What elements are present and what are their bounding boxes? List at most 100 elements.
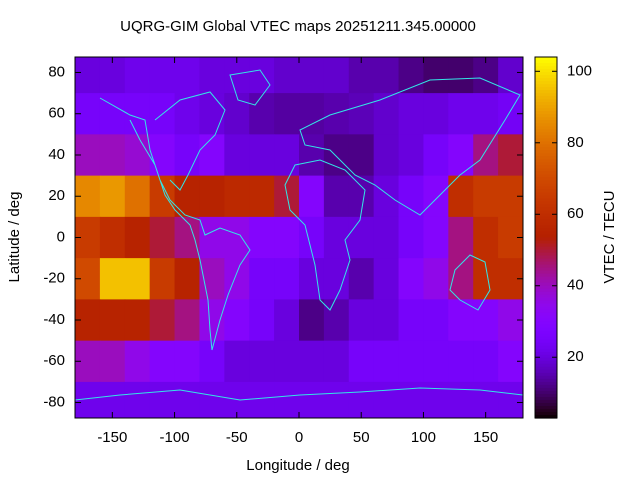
heatmap-cell <box>323 134 350 177</box>
heatmap-cell <box>99 299 126 342</box>
heatmap-cell <box>398 93 424 135</box>
colorbar-swatch <box>535 411 557 416</box>
heatmap-cell <box>348 340 375 383</box>
colorbar-swatch <box>535 165 557 169</box>
heatmap-cell <box>224 134 250 177</box>
heatmap-cell <box>199 299 225 342</box>
coastline <box>75 387 523 401</box>
colorbar-swatch <box>535 63 557 67</box>
colorbar-swatch <box>535 294 557 299</box>
colorbar-swatch <box>535 282 557 287</box>
colorbar-swatch <box>535 90 557 94</box>
colorbar-swatch <box>535 189 557 193</box>
heatmap-cell <box>249 258 275 300</box>
colorbar-swatch <box>535 354 557 359</box>
heatmap-cell <box>149 134 176 177</box>
heatmap-cell <box>149 299 176 342</box>
heatmap-cell <box>124 134 151 177</box>
colorbar-swatch <box>535 66 557 70</box>
heatmap-cell <box>224 340 250 383</box>
colorbar-swatch <box>535 345 557 350</box>
heatmap-cell <box>99 258 126 300</box>
colorbar-swatch <box>535 210 557 215</box>
colorbar-swatch <box>535 315 557 320</box>
heatmap-cell <box>124 258 151 300</box>
heatmap-cell <box>199 258 225 300</box>
heatmap-cell <box>373 381 400 418</box>
colorbar-swatch <box>535 228 557 233</box>
y-tick-label: -80 <box>43 393 65 410</box>
heatmap-cell <box>124 299 151 342</box>
heatmap-cell <box>124 216 151 259</box>
colorbar-swatch <box>535 369 557 374</box>
heatmap-cell <box>199 175 225 218</box>
colorbar-swatch <box>535 243 557 248</box>
heatmap-cell <box>99 57 126 94</box>
heatmap-cell <box>299 381 325 418</box>
chart-title: UQRG-GIM Global VTEC maps 20251211.345.0… <box>120 18 476 35</box>
heatmap-cell <box>448 340 474 383</box>
colorbar-swatch <box>535 306 557 311</box>
heatmap-cell <box>423 258 449 300</box>
x-tick-label: -50 <box>226 429 248 446</box>
colorbar-swatch <box>535 303 557 308</box>
heatmap-cell <box>323 299 350 342</box>
heatmap-cell <box>348 381 375 418</box>
heatmap-cell <box>124 340 151 383</box>
heatmap-cell <box>274 57 300 94</box>
colorbar-swatch <box>535 357 557 362</box>
coastline <box>284 159 366 311</box>
heatmap-cell <box>124 381 151 418</box>
colorbar-swatch <box>535 387 557 392</box>
heatmap-cell <box>373 134 400 177</box>
heatmap-cell <box>124 57 151 94</box>
colorbar-swatch <box>535 207 557 212</box>
heatmap-cell <box>249 340 275 383</box>
colorbar-swatch <box>535 408 557 413</box>
colorbar-swatch <box>535 213 557 218</box>
heatmap-cell <box>423 340 449 383</box>
colorbar-swatch <box>535 252 557 257</box>
colorbar-swatch <box>535 96 557 100</box>
heatmap-cell <box>174 93 200 135</box>
colorbar-swatch <box>535 318 557 323</box>
colorbar-swatch <box>535 129 557 133</box>
colorbar-swatch <box>535 399 557 404</box>
heatmap-cell <box>448 381 474 418</box>
colorbar-swatch <box>535 225 557 230</box>
colorbar-swatch <box>535 153 557 157</box>
colorbar-swatch <box>535 234 557 239</box>
colorbar-swatch <box>535 180 557 184</box>
coastlines <box>75 69 523 401</box>
colorbar-swatch <box>535 204 557 209</box>
heatmap-cell <box>348 299 375 342</box>
coastline <box>229 69 271 106</box>
coastline <box>99 97 251 351</box>
heatmap-cell <box>373 57 400 94</box>
heatmap-cell <box>473 340 499 383</box>
heatmap-cell <box>174 381 200 418</box>
colorbar-swatch <box>535 270 557 275</box>
heatmap-cell <box>423 57 449 94</box>
heatmap-cell <box>174 134 200 177</box>
colorbar-swatch <box>535 156 557 160</box>
heatmap-cell <box>249 175 275 218</box>
heatmap-cell <box>75 57 101 94</box>
colorbar-swatch <box>535 222 557 227</box>
heatmap-cell <box>249 216 275 259</box>
colorbar-swatch <box>535 135 557 139</box>
heatmap-cell <box>373 216 400 259</box>
colorbar-swatch <box>535 144 557 148</box>
heatmap-cell <box>473 57 499 94</box>
heatmap-cell <box>398 134 424 177</box>
colorbar-swatch <box>535 108 557 112</box>
x-tick-label: -150 <box>97 429 127 446</box>
colorbar-swatch <box>535 72 557 76</box>
heatmap-cell <box>473 93 499 135</box>
heatmap-cell <box>274 134 300 177</box>
heatmap-cell <box>373 258 400 300</box>
colorbar-swatch <box>535 198 557 202</box>
colorbar-swatch <box>535 348 557 353</box>
heatmap-cell <box>473 216 499 259</box>
heatmap-cell <box>99 216 126 259</box>
